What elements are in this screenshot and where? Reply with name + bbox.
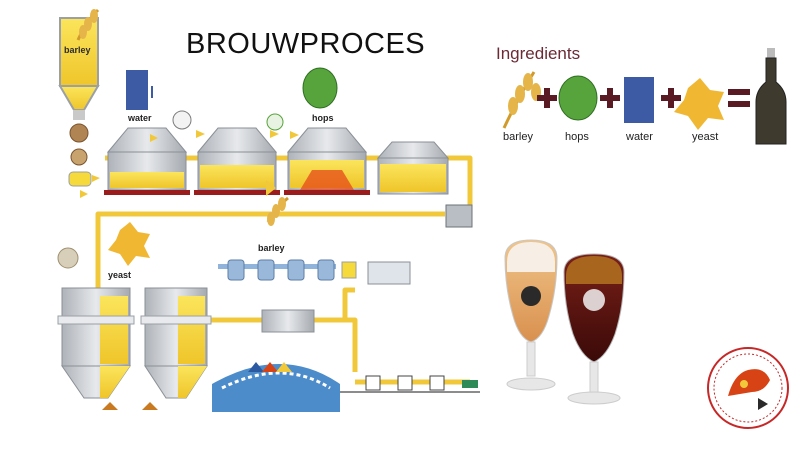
beer-bottle-icon [755, 48, 787, 145]
wort-kettle [284, 127, 370, 195]
hops-icon [266, 67, 338, 131]
flow-arrows [80, 130, 299, 198]
bottle-washer [212, 362, 340, 412]
keg-line [218, 259, 411, 285]
ingredient-barley-icon [502, 71, 541, 129]
water-icon [126, 70, 153, 110]
bottling-line [340, 375, 480, 393]
whirlpool-tank [376, 141, 450, 195]
malt-silo [58, 17, 100, 187]
ingredient-water-icon [624, 77, 654, 123]
mash-tun [104, 127, 190, 195]
label-barley-top: barley [64, 45, 91, 55]
equals-icon [728, 89, 750, 107]
fermentation-tank-2 [140, 287, 212, 399]
mill-icon [172, 110, 192, 130]
plus-icon [537, 88, 681, 108]
ingredients-heading: Ingredients [496, 44, 581, 63]
ingredient-label-water: water [626, 131, 653, 143]
heat-exchanger [445, 204, 473, 228]
ingredient-label-yeast: yeast [692, 131, 719, 143]
barley-top-icon [76, 8, 100, 41]
dark-beer-glass [563, 253, 625, 405]
blonde-beer-glass [504, 239, 558, 391]
brewery-logo [707, 347, 789, 429]
label-barley-mid: barley [258, 243, 285, 253]
label-yeast: yeast [108, 270, 132, 280]
page-title: BROUWPROCES [186, 28, 426, 60]
yeast-icon [57, 222, 150, 269]
ingredient-label-barley: barley [503, 131, 533, 143]
ingredient-label-hops: hops [565, 131, 589, 143]
filter-unit [261, 309, 315, 333]
lauter-tun [194, 127, 280, 195]
barley-mid-icon [266, 196, 289, 226]
fermentation-tank-1 [57, 287, 135, 399]
label-water: water [128, 113, 152, 123]
ingredient-yeast-icon [674, 78, 724, 130]
label-hops: hops [312, 113, 334, 123]
ingredient-hops-icon [558, 75, 598, 121]
